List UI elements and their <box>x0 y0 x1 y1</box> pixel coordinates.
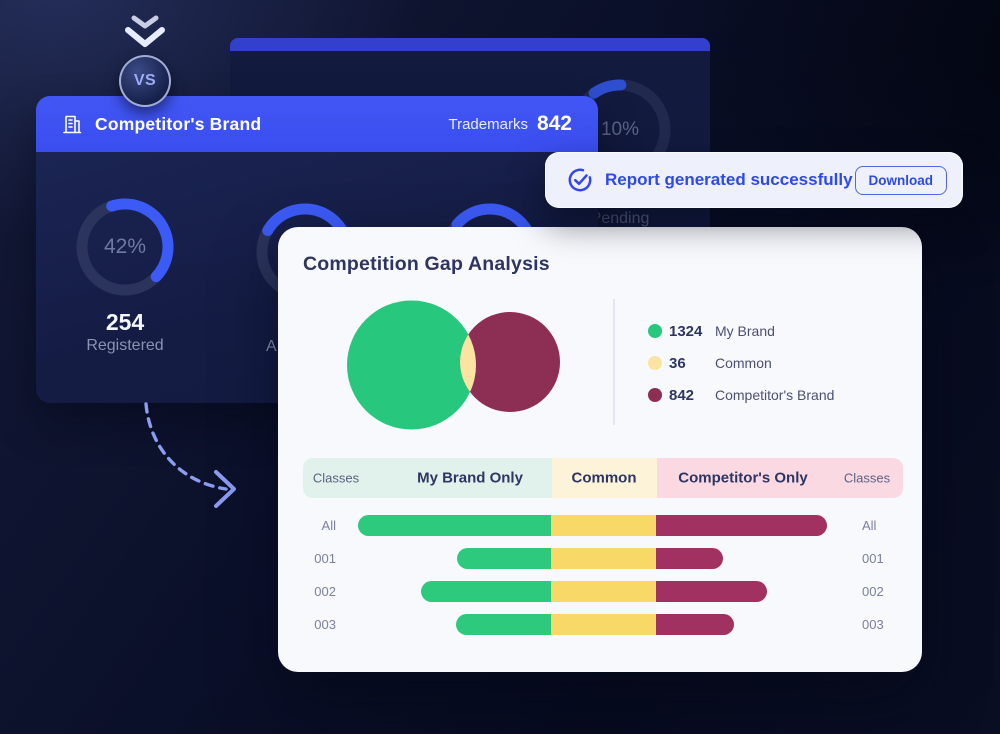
stacked-bar <box>358 515 827 536</box>
bar-segment-my-brand <box>358 515 551 536</box>
download-button[interactable]: Download <box>854 165 947 195</box>
registered-label: Registered <box>86 337 164 354</box>
dashed-arrow-icon <box>144 402 236 508</box>
legend-value: 36 <box>669 354 686 372</box>
header-section-my-brand <box>303 458 552 498</box>
row-label-left: 003 <box>314 617 336 632</box>
registered-caption: 254 Registered <box>55 309 195 357</box>
registered-percent-label: 42% <box>103 235 147 258</box>
header-label-my-brand-only: My Brand Only <box>417 469 523 487</box>
bar-segment-competitor <box>656 515 827 536</box>
analysis-card: Competition Gap Analysis 1324 My Brand 3… <box>278 227 922 672</box>
vs-badge: VS <box>119 55 171 107</box>
row-label-left: 002 <box>314 584 336 599</box>
bar-segment-competitor <box>656 614 734 635</box>
row-label-left: 001 <box>314 551 336 566</box>
legend-dot-my-brand <box>648 324 662 338</box>
applied-partial-label: A <box>266 338 277 355</box>
bar-segment-common <box>551 614 656 635</box>
registered-donut-arc <box>76 198 174 296</box>
header-label-common: Common <box>571 469 637 487</box>
legend-item-common: 36 Common <box>648 352 772 374</box>
trademarks-stat: Trademarks 842 <box>448 112 572 136</box>
building-icon <box>63 115 82 134</box>
legend-label: Competitor's Brand <box>715 387 835 403</box>
applied-donut-arc <box>256 203 354 301</box>
trademarks-value: 842 <box>536 112 572 135</box>
bar-segment-my-brand <box>457 548 551 569</box>
bar-segment-common <box>551 515 656 536</box>
stacked-bar <box>456 614 734 635</box>
bar-segment-common <box>551 581 656 602</box>
bar-segment-my-brand <box>421 581 551 602</box>
venn-diagram <box>347 300 560 430</box>
legend-dot-competitor <box>648 388 662 402</box>
analysis-title: Competition Gap Analysis <box>303 253 550 275</box>
header-section-competitor <box>656 458 903 498</box>
gap-bar-row: 003 003 <box>278 614 922 635</box>
gap-bar-row: 002 002 <box>278 581 922 602</box>
pending-donut-arc <box>569 79 671 181</box>
pending-percent-label: 10% <box>600 119 640 140</box>
bar-segment-my-brand <box>456 614 551 635</box>
toast-message: Report generated successfully <box>605 170 853 189</box>
legend-label: Common <box>715 355 772 371</box>
gap-bars: All All 001 001 002 002 003 003 <box>278 515 922 650</box>
bar-segment-common <box>551 548 656 569</box>
legend-dot-common <box>648 356 662 370</box>
legend-item-competitor: 842 Competitor's Brand <box>648 384 834 406</box>
row-label-left: All <box>321 518 336 533</box>
bar-segment-competitor <box>656 548 723 569</box>
header-classes-right: Classes <box>843 470 891 486</box>
stacked-bar <box>457 548 723 569</box>
legend-value: 1324 <box>669 322 703 340</box>
third-donut-arc <box>441 203 539 301</box>
row-label-right: 002 <box>862 584 884 599</box>
competitor-card-header: Competitor's Brand Trademarks 842 <box>36 96 598 152</box>
registered-value: 254 <box>105 309 145 335</box>
double-chevron-down-icon <box>125 15 165 47</box>
competitor-card-title: Competitor's Brand <box>95 113 262 134</box>
row-label-right: All <box>862 518 877 533</box>
legend-label: My Brand <box>715 323 775 339</box>
header-label-competitors-only: Competitor's Only <box>678 469 808 487</box>
bar-segment-competitor <box>656 581 767 602</box>
trademarks-label: Trademarks <box>448 115 528 133</box>
gap-bar-row: 001 001 <box>278 548 922 569</box>
legend-divider <box>613 299 615 425</box>
venn-competitor-circle <box>460 312 560 412</box>
check-circle-icon <box>568 168 592 192</box>
gap-header-band: Classes My Brand Only Common Competitor'… <box>303 458 903 498</box>
row-label-right: 001 <box>862 551 884 566</box>
row-label-right: 003 <box>862 617 884 632</box>
gap-bar-row: All All <box>278 515 922 536</box>
vs-badge-label: VS <box>133 72 157 89</box>
header-classes-left: Classes <box>312 470 360 486</box>
registered-donut <box>76 198 174 296</box>
pending-label: Pending <box>590 210 650 227</box>
toast: Report generated successfully Download <box>545 152 963 208</box>
my-brand-card-topbar <box>230 38 710 51</box>
legend-item-my-brand: 1324 My Brand <box>648 320 775 342</box>
legend-value: 842 <box>669 386 695 404</box>
header-section-common <box>551 458 657 498</box>
venn-my-brand-circle <box>347 300 476 430</box>
stacked-bar <box>421 581 767 602</box>
